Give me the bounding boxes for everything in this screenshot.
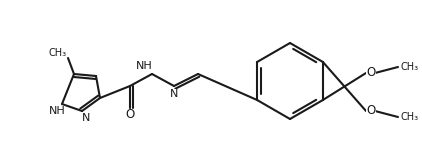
Text: N: N: [82, 113, 90, 123]
Text: CH₃: CH₃: [401, 112, 419, 122]
Text: NH: NH: [49, 106, 65, 116]
Text: O: O: [366, 105, 376, 118]
Text: NH: NH: [135, 61, 152, 71]
Text: O: O: [366, 66, 376, 80]
Text: CH₃: CH₃: [49, 48, 67, 58]
Text: CH₃: CH₃: [401, 62, 419, 72]
Text: N: N: [170, 89, 178, 99]
Text: O: O: [125, 108, 135, 121]
